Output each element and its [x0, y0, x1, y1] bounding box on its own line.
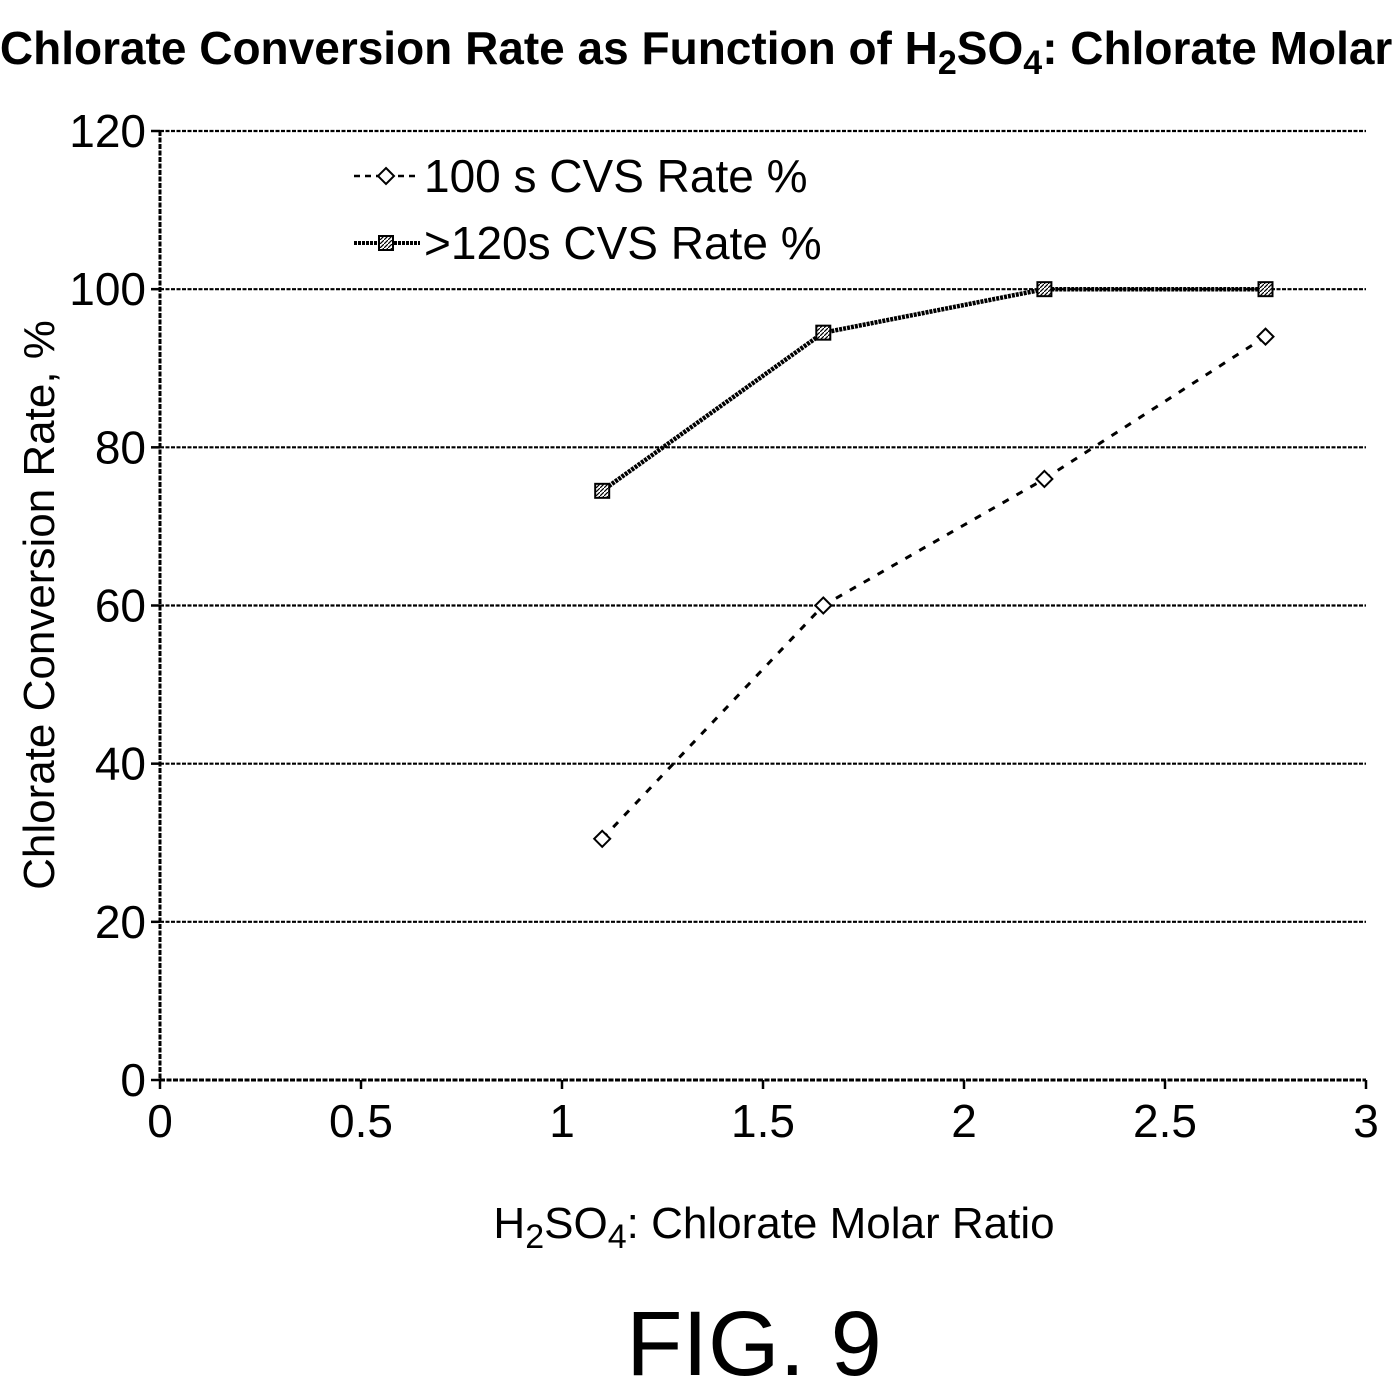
data-point-1-0 [594, 482, 611, 499]
y-tick-label-40: 40 [95, 738, 146, 790]
figure-caption: FIG. 9 [626, 1293, 882, 1395]
legend-label-0: 100 s CVS Rate % [424, 150, 808, 202]
x-tick-label-1: 1 [549, 1095, 575, 1147]
x-tick-label-3: 3 [1353, 1095, 1379, 1147]
data-point-1-2 [1036, 281, 1053, 298]
chart-title: Chlorate Conversion Rate as Function of … [0, 22, 1394, 82]
y-tick-label-20: 20 [95, 896, 146, 948]
series-1 [594, 281, 1274, 499]
x-axis-label: H2SO4: Chlorate Molar Ratio [493, 1199, 1054, 1256]
y-tick-label-60: 60 [95, 580, 146, 632]
y-tick-label-80: 80 [95, 421, 146, 473]
grid-lines [160, 129, 1366, 923]
series-line-1 [600, 286, 1266, 493]
x-tick-label-2: 2 [951, 1095, 977, 1147]
y-axis-label: Chlorate Conversion Rate, % [15, 320, 64, 890]
x-tick-label-0: 0 [147, 1095, 173, 1147]
data-point-0-0 [592, 829, 612, 849]
x-tick-labels: 0 0.5 1 1.5 2 2.5 3 [147, 1095, 1379, 1147]
x-tick-label-2.5: 2.5 [1133, 1095, 1197, 1147]
data-point-1-3 [1257, 281, 1274, 298]
series-layer [592, 281, 1275, 849]
y-tick-label-120: 120 [69, 105, 146, 157]
data-point-0-2 [1034, 469, 1054, 489]
series-line-0 [601, 335, 1267, 840]
legend: 100 s CVS Rate % >120s CVS Rate % [354, 150, 822, 269]
y-tick-labels: 0 20 40 60 80 100 120 [69, 105, 146, 1106]
data-point-1-1 [815, 324, 832, 341]
series-0 [592, 327, 1275, 849]
legend-marker-1 [378, 235, 394, 251]
legend-marker-0 [376, 166, 396, 186]
x-tick-label-1.5: 1.5 [731, 1095, 795, 1147]
x-tick-label-0.5: 0.5 [329, 1095, 393, 1147]
data-point-0-1 [813, 596, 833, 615]
data-point-0-3 [1256, 327, 1275, 347]
legend-label-1: >120s CVS Rate % [424, 217, 822, 269]
y-tick-label-0: 0 [120, 1054, 146, 1106]
y-tick-label-100: 100 [69, 263, 146, 315]
axes [151, 129, 1368, 1089]
